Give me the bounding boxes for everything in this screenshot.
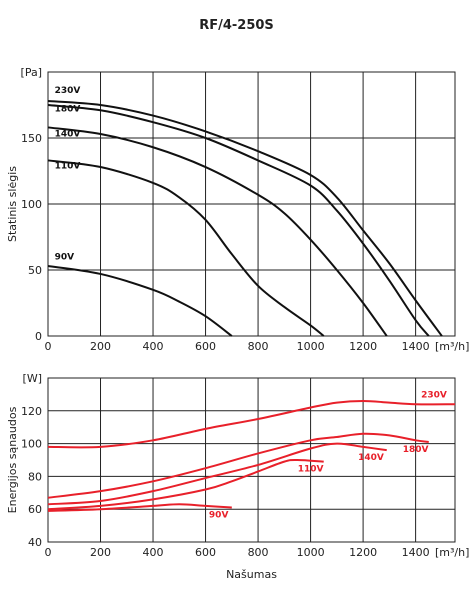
- pressure-curve-90v: [47, 265, 233, 337]
- pressure-curve-label-140v: 140V: [55, 130, 81, 140]
- chart-title: RF/4-250S: [199, 18, 274, 33]
- power-x-tick-label: 800: [248, 546, 269, 559]
- pressure-curve-label-230v: 230V: [55, 86, 81, 96]
- pressure-curve-label-110v: 110V: [55, 161, 81, 171]
- pressure-x-tick-label: 1200: [349, 340, 377, 353]
- power-x-tick-label: 1200: [349, 546, 377, 559]
- power-curve-label-180v: 180V: [403, 445, 429, 455]
- pressure-x-tick-label: 1400: [402, 340, 430, 353]
- power-x-tick-label: 1400: [402, 546, 430, 559]
- power-curve-230v: [47, 399, 456, 449]
- pressure-x-tick-label: 800: [248, 340, 269, 353]
- power-y-axis-title: Energijos sąnaudos: [6, 406, 19, 513]
- power-y-tick-label: 100: [21, 438, 42, 451]
- pressure-curve-230v: [47, 100, 443, 337]
- power-curve-90v: [47, 503, 232, 512]
- power-y-tick-label: 60: [28, 503, 42, 516]
- power-curve-180v: [47, 432, 429, 499]
- power-y-tick-label: 120: [21, 405, 42, 418]
- power-x-tick-label: 600: [195, 546, 216, 559]
- power-y-tick-label: 80: [28, 470, 42, 483]
- pressure-curve-140v: [47, 126, 388, 337]
- power-curve-label-140v: 140V: [358, 453, 384, 463]
- pressure-y-axis-title: Statinis slėgis: [6, 166, 19, 242]
- pressure-x-tick-label: 400: [143, 340, 164, 353]
- pressure-curve-180v: [47, 104, 430, 337]
- pressure-curve-110v: [47, 159, 325, 337]
- pressure-curve-label-180v: 180V: [55, 105, 81, 115]
- power-y-unit: [W]: [23, 372, 42, 385]
- power-curve-label-230v: 230V: [421, 391, 447, 401]
- pressure-y-tick-label: 150: [21, 132, 42, 145]
- power-curve-label-110v: 110V: [298, 464, 324, 474]
- power-y-tick-label: 40: [28, 536, 42, 549]
- pressure-y-unit: [Pa]: [21, 66, 42, 79]
- pressure-x-unit: [m³/h]: [435, 340, 469, 353]
- pressure-x-tick-label: 1000: [297, 340, 325, 353]
- power-curve-110v: [47, 458, 324, 511]
- power-x-tick-label: 400: [143, 546, 164, 559]
- pressure-y-tick-label: 0: [35, 330, 42, 343]
- pressure-y-tick-label: 50: [28, 264, 42, 277]
- power-curve-label-90v: 90V: [209, 510, 229, 520]
- pressure-x-tick-label: 200: [90, 340, 111, 353]
- pressure-y-tick-label: 100: [21, 198, 42, 211]
- power-plot-frame: [47, 377, 456, 543]
- pressure-x-tick-label: 600: [195, 340, 216, 353]
- power-x-tick-label: 1000: [297, 546, 325, 559]
- power-curve-140v: [47, 442, 387, 506]
- pressure-x-tick-label: 0: [45, 340, 52, 353]
- power-x-tick-label: 200: [90, 546, 111, 559]
- power-x-unit: [m³/h]: [435, 546, 469, 559]
- pressure-curve-label-90v: 90V: [55, 252, 75, 262]
- power-x-axis-title: Našumas: [226, 568, 277, 581]
- power-x-tick-label: 0: [45, 546, 52, 559]
